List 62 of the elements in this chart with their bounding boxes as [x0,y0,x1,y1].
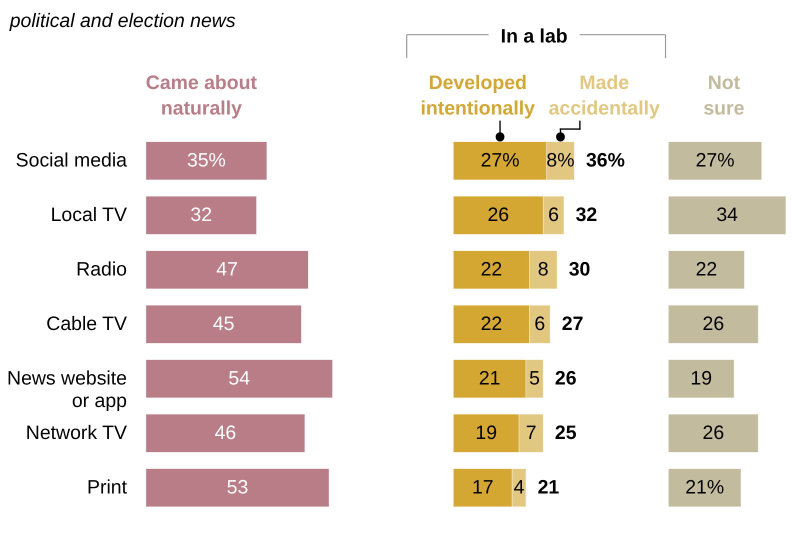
bar [146,141,268,180]
data-label: 22 [480,258,502,281]
data-label: 19 [690,368,712,390]
data-label: 26 [702,313,724,336]
data-label: 34 [716,204,738,226]
y-tick-label: Cable TV [46,313,127,336]
series-label: Made accidentally [548,72,660,120]
bar [668,196,786,235]
data-label: 27% [480,150,520,172]
bar [146,196,257,235]
data-label: 21 [478,368,500,390]
data-label: 47 [216,258,238,281]
data-label: 8% [546,150,575,172]
data-label: 45 [212,313,234,336]
bar [146,304,302,344]
bar [668,250,745,290]
bar [668,141,762,180]
data-label: 22 [696,258,718,281]
data-label: 5 [529,368,540,390]
data-label: 6 [534,313,546,336]
data-label: 22 [480,313,502,336]
data-label: 6 [548,204,559,226]
y-tick-label: Social media [16,150,128,172]
data-label: 46 [214,422,236,444]
data-label: 19 [475,422,498,444]
bar [146,468,330,508]
total-label: 36% [586,150,625,172]
data-label: 35% [186,150,226,172]
bar [668,304,759,344]
data-label: 27% [696,150,735,172]
y-tick-label: Network TV [26,422,127,444]
data-label: 53 [226,476,248,499]
series-label: Not sure [703,72,745,120]
data-label: 21% [685,476,724,499]
data-label: 7 [526,422,537,444]
bar [668,468,742,508]
data-label: 4 [514,476,525,499]
total-label: 30 [568,258,591,281]
total-label: 32 [576,204,598,226]
series-label: Developed intentionally [420,72,536,120]
y-tick-label: News website or app [7,368,127,412]
data-label: 32 [190,204,212,226]
bar [146,359,333,398]
total-label: 25 [554,422,577,444]
total-label: 27 [562,313,584,336]
bar [668,359,734,398]
data-label: 8 [538,258,549,281]
series-label: Came about naturally [146,72,258,120]
total-label: 21 [538,476,560,499]
chart-subtitle: political and election news [8,10,236,32]
data-label: 17 [472,476,494,499]
y-tick-label: Radio [76,258,127,281]
total-label: 26 [554,368,577,390]
chart-title: In a lab [500,25,568,48]
bar [146,250,309,290]
data-label: 26 [487,204,510,226]
bar [668,414,759,453]
y-tick-label: Print [87,476,128,499]
y-tick-label: Local TV [50,204,128,226]
data-label: 54 [228,368,250,390]
bar [146,414,306,453]
data-label: 26 [702,422,724,444]
